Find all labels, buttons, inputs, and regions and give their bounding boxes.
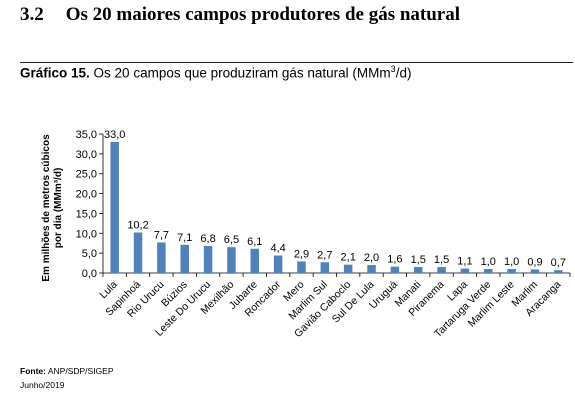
section-title-text: Os 20 maiores campos produtores de gás n…	[65, 4, 461, 25]
source-label: Fonte:	[20, 366, 46, 376]
date-note: Junho/2019	[20, 380, 65, 390]
source-text: ANP/SDP/SIGEP	[45, 366, 114, 376]
bar	[273, 255, 283, 273]
bar-value-label: 6,8	[200, 233, 215, 245]
chart-title-superscript: 3	[390, 64, 396, 74]
bar-value-label: 2,7	[317, 249, 332, 261]
bar	[320, 262, 330, 273]
y-tick-label: 30,0	[76, 149, 97, 161]
bar	[460, 268, 470, 273]
bar	[367, 265, 376, 273]
bar-value-label: 1,5	[434, 254, 449, 266]
bar	[530, 269, 540, 273]
bar	[250, 248, 260, 273]
y-axis-label-line1: Em milhões de metros cúbicos	[41, 134, 52, 282]
bar	[180, 244, 189, 273]
bar-value-label: 1,6	[387, 254, 402, 266]
bar	[343, 264, 353, 273]
y-axis-label-line2: por dia (MMm³/d)	[53, 168, 64, 249]
bar-value-label: 10,2	[127, 219, 148, 231]
y-tick-label: 5,0	[82, 248, 97, 260]
y-tick-label: 10,0	[76, 228, 97, 240]
bar-value-label: 1,1	[457, 256, 472, 268]
y-tick-label: 35,0	[76, 129, 97, 141]
bar-value-label: 33,0	[104, 129, 125, 141]
chart-title: Gráfico 15. Os 20 campos que produziram …	[20, 64, 411, 81]
bar	[390, 266, 400, 273]
section-title: 3.2 Os 20 maiores campos produtores de gá…	[20, 4, 460, 26]
bar-value-label: 2,9	[294, 248, 309, 260]
chart-title-text: Os 20 campos que produziram gás natural …	[93, 65, 391, 81]
bar	[157, 242, 166, 273]
bar	[297, 261, 306, 273]
y-tick-label: 0,0	[82, 268, 97, 280]
bar	[133, 232, 143, 273]
bar-value-label: 4,4	[270, 243, 285, 255]
bar	[484, 269, 493, 273]
bar-value-label: 0,7	[551, 257, 566, 269]
section-number: 3.2	[20, 4, 44, 25]
bar-value-label: 7,1	[177, 232, 192, 244]
y-tick-label: 20,0	[76, 189, 97, 201]
source-note: Fonte: ANP/SDP/SIGEP	[20, 366, 114, 376]
bar-value-label: 7,7	[154, 229, 169, 241]
y-tick-label: 25,0	[76, 169, 97, 181]
bar-value-label: 1,5	[411, 254, 426, 266]
bar-value-label: 2,1	[341, 252, 356, 264]
bar	[203, 245, 213, 273]
bar	[413, 267, 423, 273]
bar	[110, 141, 119, 273]
bar	[507, 269, 516, 273]
bar-value-label: 0,9	[527, 256, 542, 268]
bar	[437, 267, 446, 273]
bar-value-label: 2,0	[364, 252, 379, 264]
y-tick-label: 15,0	[76, 208, 97, 220]
chart-title-suffix: /d)	[395, 65, 412, 81]
divider	[20, 62, 573, 63]
bar-value-label: 1,0	[504, 256, 519, 268]
bar-value-label: 6,1	[247, 236, 262, 248]
bar	[227, 247, 236, 273]
bar	[554, 270, 563, 273]
bar-value-label: 6,5	[224, 234, 239, 246]
chart-number: Gráfico 15.	[20, 65, 90, 81]
bar-value-label: 1,0	[481, 256, 496, 268]
